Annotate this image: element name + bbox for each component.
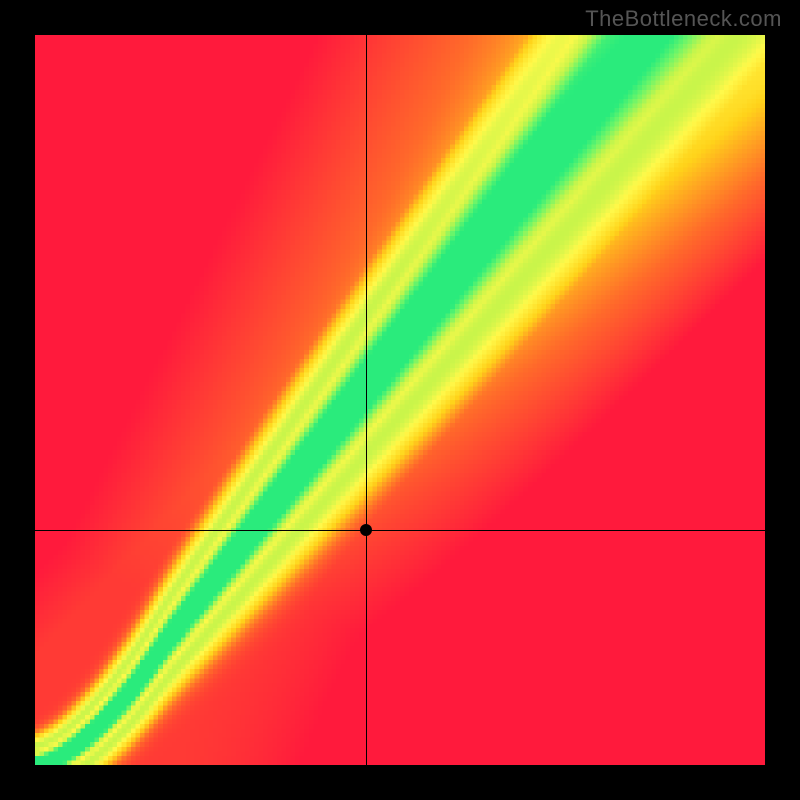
heatmap-canvas (35, 35, 765, 765)
crosshair-marker (360, 524, 372, 536)
crosshair-horizontal (35, 530, 765, 531)
crosshair-vertical (366, 35, 367, 765)
watermark-text: TheBottleneck.com (585, 6, 782, 32)
plot-area (35, 35, 765, 765)
bottleneck-chart: TheBottleneck.com (0, 0, 800, 800)
